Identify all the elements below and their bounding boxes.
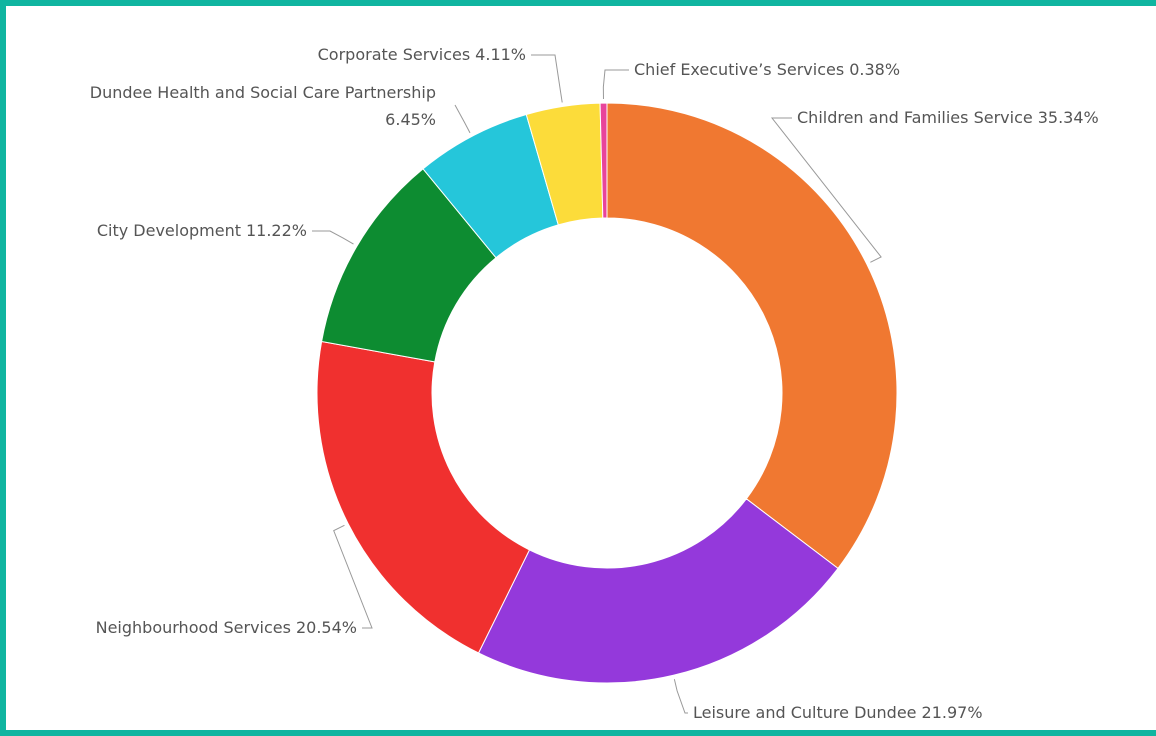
slice: [606, 102, 898, 570]
category-label: Children and Families Service: [797, 108, 1033, 127]
category-label: Dundee Health and Social Care Partnershi…: [90, 83, 436, 102]
category-label: City Development: [97, 221, 241, 240]
data-label: Leisure and Culture Dundee 21.97%: [693, 703, 983, 722]
value-label: 0.38%: [849, 60, 900, 79]
leader-line: [312, 230, 354, 245]
leader-line: [454, 104, 471, 134]
category-label: Corporate Services: [318, 45, 471, 64]
value-label: 20.54%: [296, 618, 357, 637]
leader-line: [673, 679, 688, 714]
slice: [477, 498, 839, 684]
category-label: Chief Executive’s Services: [634, 60, 844, 79]
value-label: 6.45%: [385, 110, 436, 129]
data-label: Corporate Services 4.11%: [318, 45, 526, 64]
slice: [316, 340, 531, 654]
data-label: Dundee Health and Social Care Partnershi…: [90, 83, 436, 129]
data-label: Neighbourhood Services 20.54%: [96, 618, 357, 637]
category-label: Leisure and Culture Dundee: [693, 703, 917, 722]
value-label: 11.22%: [246, 221, 307, 240]
leader-line: [333, 524, 373, 629]
slice: [599, 102, 608, 219]
leader-line: [602, 69, 629, 100]
data-label: City Development 11.22%: [97, 221, 307, 240]
value-label: 21.97%: [922, 703, 983, 722]
category-label: Neighbourhood Services: [96, 618, 291, 637]
leader-line: [531, 54, 563, 103]
value-label: 35.34%: [1038, 108, 1099, 127]
value-label: 4.11%: [475, 45, 526, 64]
data-label: Children and Families Service 35.34%: [797, 108, 1099, 127]
data-label: Chief Executive’s Services 0.38%: [634, 60, 900, 79]
leader-line: [770, 117, 882, 263]
